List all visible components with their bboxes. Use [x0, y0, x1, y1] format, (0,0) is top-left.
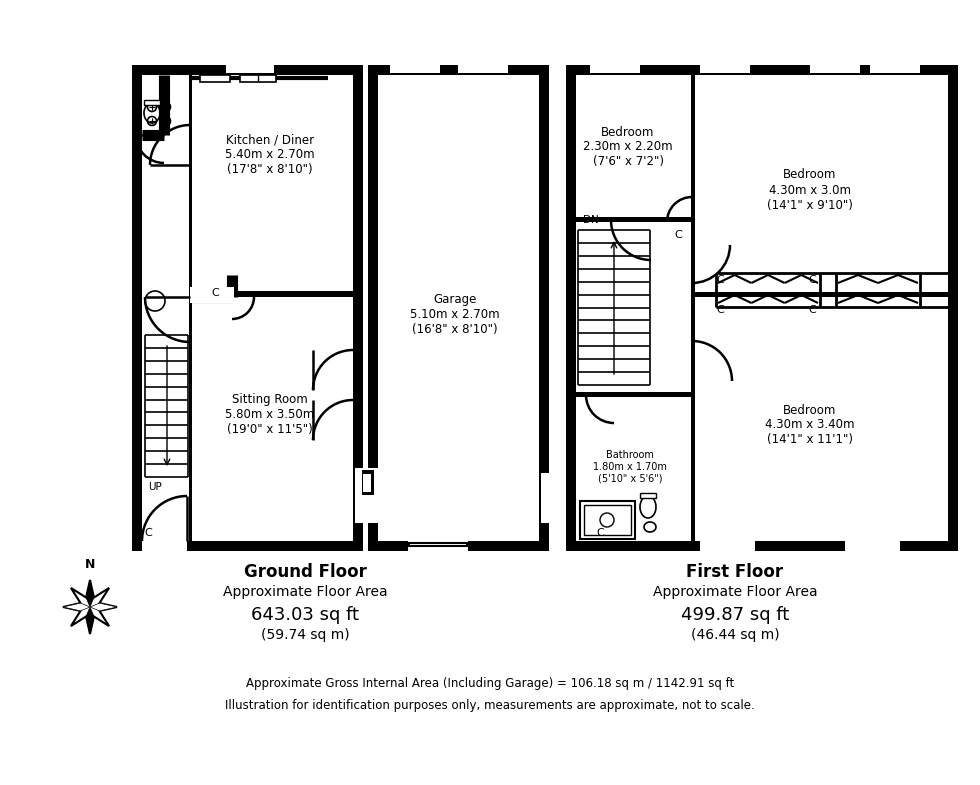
Bar: [692, 295, 948, 541]
Bar: [691, 75, 695, 541]
Bar: [566, 65, 958, 551]
Text: (59.74 sq m): (59.74 sq m): [261, 628, 349, 642]
Bar: [189, 75, 192, 541]
Text: Illustration for identification purposes only, measurements are approximate, not: Illustration for identification purposes…: [225, 699, 755, 711]
Bar: [576, 395, 692, 541]
Bar: [408, 540, 468, 555]
Text: Bedroom
4.30m x 3.0m
(14'1" x 9'10"): Bedroom 4.30m x 3.0m (14'1" x 9'10"): [767, 169, 853, 211]
Bar: [576, 75, 692, 220]
Polygon shape: [86, 607, 94, 634]
Polygon shape: [63, 603, 90, 611]
Text: C: C: [808, 305, 816, 315]
Bar: [692, 292, 948, 297]
Bar: [580, 501, 635, 539]
Text: Bathroom
1.80m x 1.70m
(5'10" x 5'6"): Bathroom 1.80m x 1.70m (5'10" x 5'6"): [593, 451, 667, 484]
Bar: [142, 540, 187, 555]
Bar: [590, 57, 640, 73]
Text: C: C: [674, 230, 682, 240]
Bar: [355, 468, 375, 523]
Polygon shape: [86, 580, 94, 607]
Text: 643.03 sq ft: 643.03 sq ft: [251, 606, 359, 624]
Text: Approximate Floor Area: Approximate Floor Area: [222, 585, 387, 599]
Bar: [144, 100, 160, 105]
Text: First Floor: First Floor: [686, 563, 784, 581]
Text: Ground Floor: Ground Floor: [244, 563, 367, 581]
Bar: [190, 291, 353, 297]
Bar: [378, 75, 539, 541]
Text: C: C: [716, 305, 724, 315]
Text: Garage
5.10m x 2.70m
(16'8" x 8'10"): Garage 5.10m x 2.70m (16'8" x 8'10"): [411, 294, 500, 337]
Bar: [458, 57, 508, 73]
Text: UP: UP: [148, 482, 162, 492]
Text: Sitting Room
5.80m x 3.50m
(19'0" x 11'5"): Sitting Room 5.80m x 3.50m (19'0" x 11'5…: [225, 393, 315, 436]
Text: N: N: [85, 558, 95, 571]
Bar: [640, 493, 656, 498]
Bar: [200, 75, 230, 82]
Polygon shape: [63, 580, 117, 634]
Bar: [363, 474, 371, 492]
Text: Bedroom
2.30m x 2.20m
(7'6" x 7'2"): Bedroom 2.30m x 2.20m (7'6" x 7'2"): [583, 126, 673, 169]
Polygon shape: [90, 603, 117, 611]
Bar: [541, 473, 557, 523]
Text: C: C: [211, 288, 219, 298]
Text: DN: DN: [583, 215, 599, 225]
Bar: [360, 468, 380, 523]
Bar: [700, 540, 755, 555]
Bar: [870, 57, 920, 73]
Text: Approximate Floor Area: Approximate Floor Area: [653, 585, 817, 599]
Bar: [190, 297, 353, 541]
Text: C: C: [716, 275, 724, 285]
Text: Approximate Gross Internal Area (Including Garage) = 106.18 sq m / 1142.91 sq ft: Approximate Gross Internal Area (Includi…: [246, 677, 734, 689]
Bar: [132, 65, 363, 551]
Bar: [576, 392, 692, 397]
Bar: [692, 75, 948, 295]
Bar: [576, 217, 692, 222]
Bar: [240, 75, 276, 82]
Bar: [355, 468, 375, 523]
Bar: [190, 287, 234, 303]
Text: Kitchen / Diner
5.40m x 2.70m
(17'8" x 8'10"): Kitchen / Diner 5.40m x 2.70m (17'8" x 8…: [225, 133, 315, 177]
Bar: [390, 57, 440, 73]
Text: 499.87 sq ft: 499.87 sq ft: [681, 606, 789, 624]
Text: Bedroom
4.30m x 3.40m
(14'1" x 11'1"): Bedroom 4.30m x 3.40m (14'1" x 11'1"): [765, 403, 855, 447]
Bar: [142, 75, 190, 541]
Bar: [408, 542, 468, 547]
Bar: [190, 75, 353, 293]
Bar: [584, 505, 631, 535]
Bar: [576, 220, 692, 395]
Bar: [368, 65, 549, 551]
Bar: [700, 57, 750, 73]
Text: C: C: [808, 275, 816, 285]
Bar: [810, 57, 860, 73]
Text: C: C: [144, 528, 152, 538]
Bar: [410, 543, 466, 547]
Bar: [226, 57, 274, 73]
Text: (46.44 sq m): (46.44 sq m): [691, 628, 779, 642]
Bar: [845, 540, 900, 555]
Text: C: C: [596, 528, 604, 538]
Bar: [362, 470, 374, 495]
